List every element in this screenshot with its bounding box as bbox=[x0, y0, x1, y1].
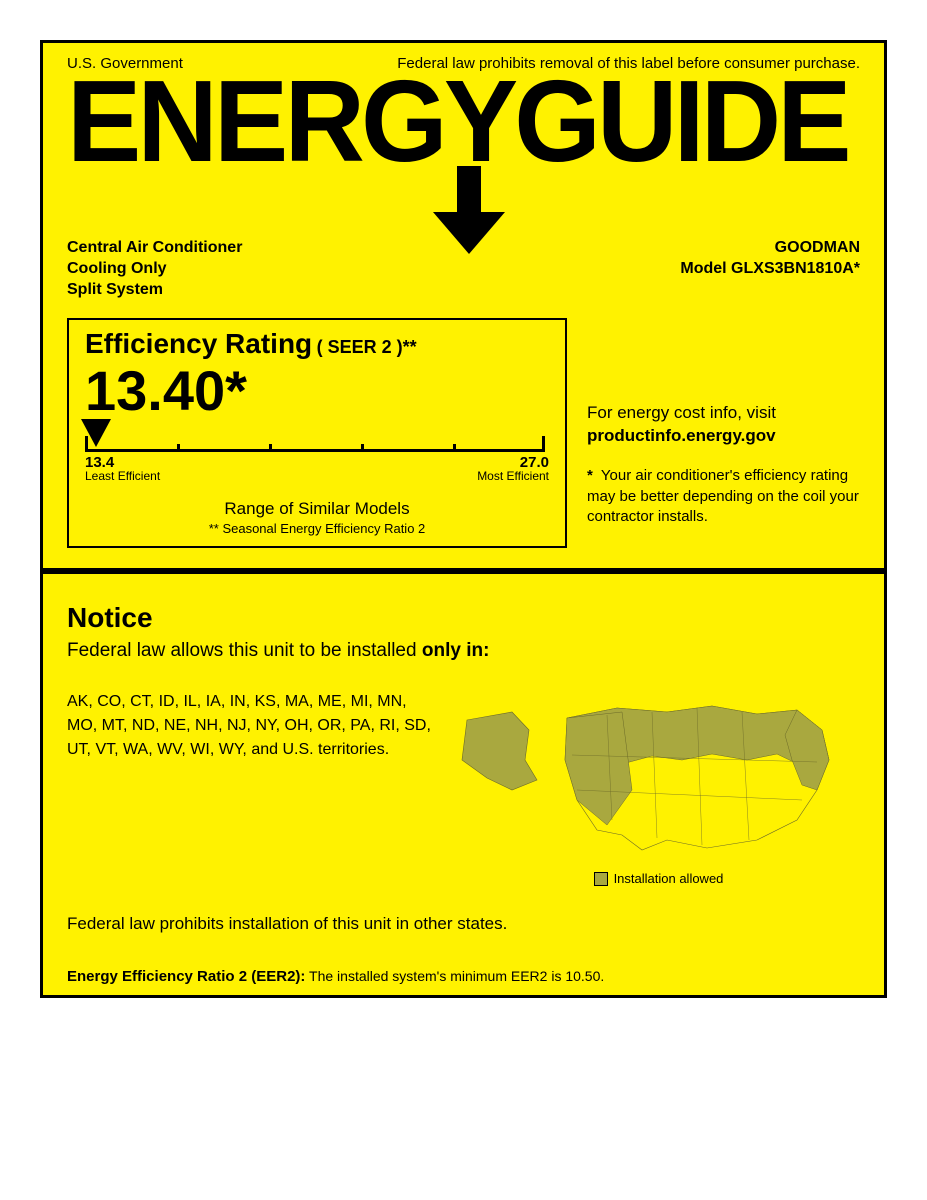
scale-axis bbox=[85, 449, 545, 452]
side-note: * Your air conditioner's efficiency rati… bbox=[587, 466, 860, 527]
range-text: Range of Similar Models bbox=[85, 499, 549, 519]
note-text: Your air conditioner's efficiency rating… bbox=[587, 467, 859, 525]
map-column: Installation allowed bbox=[457, 690, 860, 886]
rating-box: Efficiency Rating ( SEER 2 )** 13.40* bbox=[67, 318, 567, 548]
visit-text: For energy cost info, visit bbox=[587, 403, 776, 422]
map-legend: Installation allowed bbox=[457, 871, 860, 886]
brand: GOODMAN bbox=[680, 238, 860, 259]
lead-prefix: Federal law allows this unit to be insta… bbox=[67, 640, 422, 661]
arrow-down-icon bbox=[429, 166, 509, 256]
eer-label: Energy Efficiency Ratio 2 (EER2): bbox=[67, 968, 305, 985]
note-marker: * bbox=[587, 467, 593, 484]
notice-title: Notice bbox=[67, 602, 860, 634]
notice-section: Notice Federal law allows this unit to b… bbox=[43, 574, 884, 995]
tick bbox=[177, 444, 180, 452]
product-line1: Central Air Conditioner bbox=[67, 238, 242, 259]
rating-title: Efficiency Rating bbox=[85, 328, 312, 359]
range-sub: ** Seasonal Energy Efficiency Ratio 2 bbox=[85, 521, 549, 536]
tick bbox=[453, 444, 456, 452]
top-section: U.S. Government Federal law prohibits re… bbox=[43, 43, 884, 574]
model: Model GLXS3BN1810A* bbox=[680, 259, 860, 280]
legend-label: Installation allowed bbox=[614, 871, 724, 886]
product-model: GOODMAN Model GLXS3BN1810A* bbox=[680, 238, 860, 300]
product-type: Central Air Conditioner Cooling Only Spl… bbox=[67, 238, 242, 300]
energyguide-logo: ENERGYGUIDE bbox=[67, 74, 828, 169]
eer-text: The installed system's minimum EER2 is 1… bbox=[305, 968, 604, 984]
notice-body: AK, CO, CT, ID, IL, IA, IN, KS, MA, ME, … bbox=[67, 690, 860, 886]
rating-row: Efficiency Rating ( SEER 2 )** 13.40* bbox=[67, 318, 860, 548]
tick bbox=[85, 436, 88, 452]
lead-bold: only in: bbox=[422, 640, 490, 661]
legend-swatch bbox=[594, 872, 608, 886]
scale-labels: Least Efficient Most Efficient bbox=[85, 469, 549, 483]
visit-url: productinfo.energy.gov bbox=[587, 426, 776, 445]
tick bbox=[269, 444, 272, 452]
eer-line: Energy Efficiency Ratio 2 (EER2): The in… bbox=[67, 968, 860, 985]
visit-line: For energy cost info, visit productinfo.… bbox=[587, 402, 860, 448]
least-efficient: Least Efficient bbox=[85, 469, 160, 483]
energy-guide-label: U.S. Government Federal law prohibits re… bbox=[40, 40, 887, 998]
logo-wrap: ENERGYGUIDE bbox=[67, 74, 860, 214]
product-line2: Cooling Only bbox=[67, 259, 242, 280]
product-line3: Split System bbox=[67, 280, 242, 301]
most-efficient: Most Efficient bbox=[477, 469, 549, 483]
prohibit-line: Federal law prohibits installation of th… bbox=[67, 914, 860, 934]
tick bbox=[361, 444, 364, 452]
us-map-icon bbox=[457, 690, 837, 860]
states-list: AK, CO, CT, ID, IL, IA, IN, KS, MA, ME, … bbox=[67, 690, 437, 762]
rating-heading: Efficiency Rating ( SEER 2 )** bbox=[85, 328, 549, 360]
efficiency-scale: 13.4 27.0 Least Efficient Most Efficient bbox=[85, 425, 549, 483]
rating-value: 13.40* bbox=[85, 362, 549, 421]
notice-lead: Federal law allows this unit to be insta… bbox=[67, 640, 860, 662]
side-info: For energy cost info, visit productinfo.… bbox=[587, 318, 860, 527]
tick bbox=[542, 436, 545, 452]
rating-subtitle: ( SEER 2 )** bbox=[317, 337, 417, 357]
